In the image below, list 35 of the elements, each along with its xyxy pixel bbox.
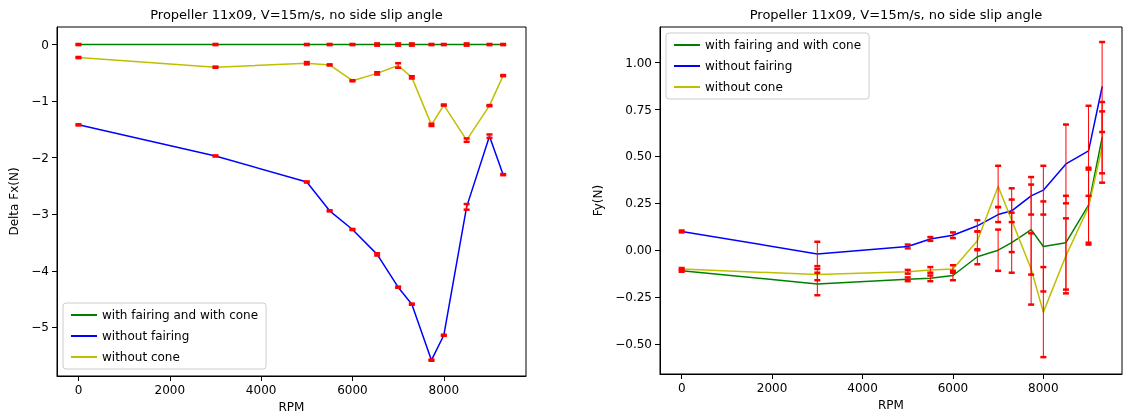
x-tick-label: 4000 — [847, 381, 878, 395]
y-tick-label: −2 — [31, 150, 49, 165]
y-tick-label: −0.25 — [615, 290, 652, 305]
y-axis-title: Delta Fx(N) — [7, 167, 22, 236]
chart-title: Propeller 11x09, V=15m/s, no side slip angle — [749, 7, 1043, 22]
y-tick-label: 0.75 — [625, 102, 652, 117]
x-tick-label: 6000 — [337, 383, 368, 397]
x-axis-title: RPM — [878, 397, 904, 412]
y-tick-label: −4 — [31, 263, 49, 278]
x-tick-label: 0 — [74, 383, 83, 397]
legend-label: without fairing — [705, 59, 793, 73]
x-axis-title: RPM — [278, 399, 305, 414]
x-tick-label: 0 — [677, 381, 686, 395]
y-tick-label: −1 — [31, 94, 49, 109]
legend-label: with fairing and with cone — [705, 38, 862, 52]
x-tick-label: 2000 — [154, 383, 186, 397]
x-tick-label: 2000 — [756, 381, 788, 395]
y-tick-label: 0.00 — [625, 243, 652, 258]
y-axis-title: Fy(N) — [591, 184, 606, 217]
y-tick-label: 0.25 — [625, 196, 652, 211]
y-tick-label: −5 — [31, 320, 49, 335]
y-tick-label: 1.00 — [625, 55, 652, 70]
legend-label: without cone — [705, 80, 783, 94]
y-tick-label: 0 — [41, 37, 49, 52]
x-tick-label: 8000 — [1028, 381, 1059, 395]
y-tick-label: −0.50 — [615, 336, 652, 351]
y-tick-label: −3 — [31, 207, 49, 222]
x-tick-label: 4000 — [245, 383, 277, 397]
chart-title: Propeller 11x09, V=15m/s, no side slip angle — [150, 7, 443, 22]
x-tick-label: 6000 — [937, 381, 969, 395]
y-tick-label: 0.50 — [625, 149, 652, 164]
x-tick-label: 8000 — [428, 383, 460, 397]
legend-label: without cone — [102, 350, 180, 364]
legend-label: without fairing — [102, 329, 190, 343]
legend-label: with fairing and with cone — [102, 308, 259, 322]
